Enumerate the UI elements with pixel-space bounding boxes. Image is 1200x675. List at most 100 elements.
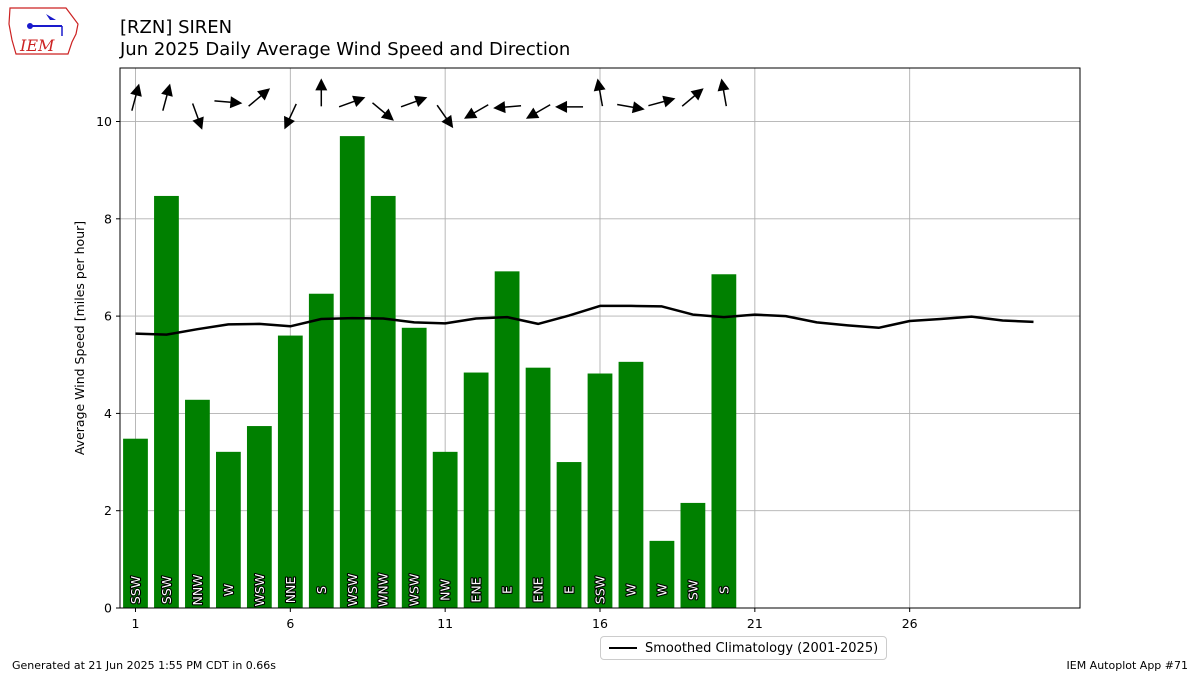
x-tick-label: 1 (132, 616, 140, 631)
direction-label-day-4: W (221, 584, 236, 596)
wind-arrow-day-2 (161, 83, 173, 111)
wind-arrow-day-11 (436, 104, 454, 129)
direction-label-day-15: E (562, 586, 577, 594)
direction-label-day-14: ENE (531, 577, 546, 602)
direction-label-day-20: S (716, 586, 731, 594)
arrow-shaft (648, 100, 666, 107)
arrow-shaft (534, 104, 551, 115)
wind-arrow-day-8 (338, 95, 366, 108)
arrow-head (257, 88, 271, 101)
arrow-head (717, 78, 730, 92)
direction-label-day-7: S (314, 586, 329, 594)
arrow-head (662, 95, 676, 108)
wind-arrow-day-14 (525, 104, 551, 119)
arrow-head (464, 107, 478, 119)
direction-labels: SSW SSW NNW W WSW NNE S WSW WNW WSW NW ENE E ENE E SSW W… (127, 572, 733, 608)
bar-day-20 (711, 274, 737, 608)
bar-day-13 (494, 271, 520, 608)
arrow-shaft (191, 103, 200, 121)
y-tick-label: 6 (104, 309, 112, 324)
arrow-head (315, 78, 328, 91)
generated-timestamp: Generated at 21 Jun 2025 1:55 PM CDT in … (12, 659, 277, 672)
bar-day-18 (649, 540, 675, 608)
legend-label-climatology: Smoothed Climatology (2001-2025) (645, 640, 879, 656)
direction-label-day-19: SW (685, 580, 700, 600)
wind-arrow-day-17 (617, 101, 645, 114)
arrow-shaft (248, 94, 263, 107)
wind-arrow-day-7 (315, 78, 328, 107)
arrow-head (493, 101, 506, 114)
grid-lines (120, 68, 1080, 609)
arrow-head (161, 83, 173, 97)
wind-arrow-day-20 (717, 78, 730, 107)
wind-arrow-day-6 (284, 103, 297, 130)
plot-frame (119, 67, 1081, 609)
arrow-head (631, 101, 645, 114)
bar-day-8 (339, 136, 365, 609)
bar-day-1 (123, 438, 148, 608)
bar-day-9 (370, 195, 396, 608)
arrow-shaft (162, 93, 169, 111)
wind-arrow-day-1 (130, 83, 142, 111)
arrow-shaft (214, 100, 233, 104)
y-tick-label: 8 (104, 211, 112, 226)
direction-label-day-10: WSW (407, 574, 422, 607)
arrow-shaft (722, 88, 728, 107)
wind-arrow-day-19 (681, 88, 704, 107)
bar-day-16 (587, 373, 613, 608)
arrow-head (352, 95, 366, 108)
direction-label-day-13: E (500, 586, 515, 594)
wind-speed-bars (123, 136, 737, 609)
bar-day-7 (308, 293, 334, 608)
legend-line-swatch (609, 647, 637, 649)
wind-arrow-day-18 (648, 95, 676, 108)
bar-day-11 (432, 451, 458, 608)
direction-label-day-17: W (623, 584, 638, 596)
logo-text: IEM (19, 36, 55, 55)
arrow-shaft (372, 102, 387, 115)
bar-day-15 (556, 462, 582, 608)
x-tick-label: 11 (437, 616, 453, 631)
arrow-shaft (472, 104, 489, 115)
wind-arrow-day-15 (555, 100, 584, 113)
arrow-head (525, 107, 540, 119)
y-tick-label: 10 (96, 114, 112, 129)
wind-arrow-day-12 (464, 104, 489, 119)
arrow-head (284, 115, 295, 130)
arrow-shaft (287, 103, 297, 121)
arrow-head (380, 108, 394, 121)
x-tick-label: 21 (747, 616, 763, 631)
wind-arrow-day-16 (593, 78, 606, 107)
iowa-state-outline (8, 7, 79, 55)
x-tick-label: 26 (902, 616, 918, 631)
arrow-shaft (617, 103, 636, 109)
x-tick-label: 16 (592, 616, 608, 631)
chart-title-station: [RZN] SIREN (120, 17, 233, 38)
wind-arrow-day-10 (400, 95, 428, 108)
arrow-head (130, 83, 142, 97)
bar-day-5 (246, 426, 272, 608)
y-tick-label: 0 (104, 601, 112, 616)
wind-arrow-day-5 (248, 88, 271, 107)
climatology-series (135, 304, 1034, 336)
bar-day-19 (680, 502, 706, 608)
x-tick-label: 6 (286, 616, 294, 631)
direction-label-day-8: WSW (345, 574, 360, 607)
direction-label-day-5: WSW (252, 574, 267, 607)
y-tick-label: 4 (104, 406, 112, 421)
chart-legend: Smoothed Climatology (2001-2025) (600, 636, 888, 660)
wind-direction-arrows (130, 78, 730, 130)
arrow-head (192, 116, 204, 130)
bar-day-12 (463, 372, 489, 608)
bar-day-6 (277, 335, 303, 608)
y-tick-label: 2 (104, 503, 112, 518)
bar-day-17 (618, 361, 644, 608)
bar-day-3 (185, 399, 210, 608)
arrow-shaft (503, 104, 522, 109)
direction-label-day-3: NNW (190, 574, 205, 605)
iem-logo: IEM (8, 7, 79, 55)
chart-title: Jun 2025 Daily Average Wind Speed and Di… (120, 39, 571, 60)
direction-label-day-6: NNE (283, 577, 298, 604)
